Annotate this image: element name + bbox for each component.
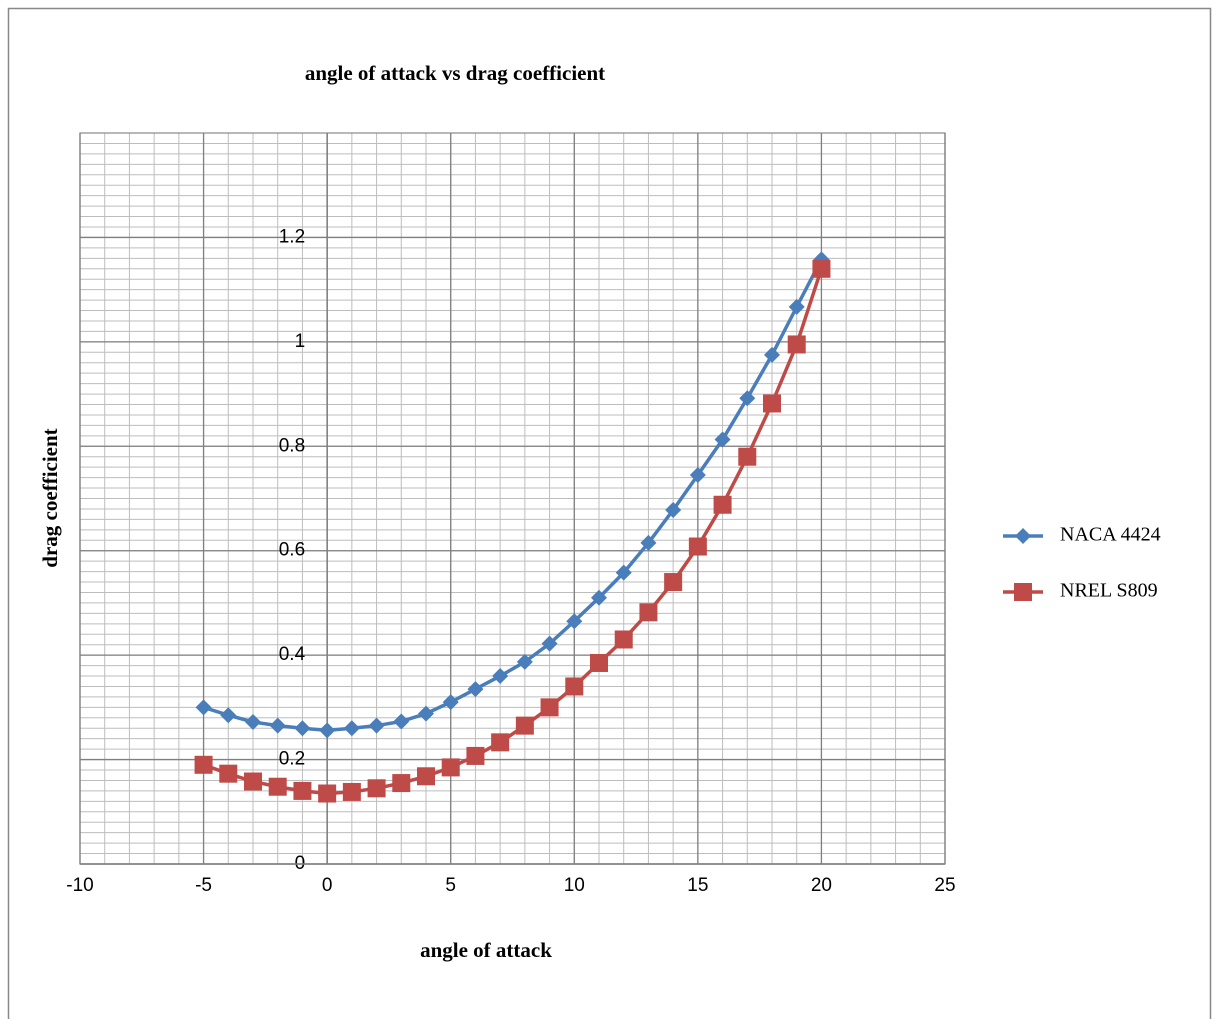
marker <box>615 630 633 648</box>
x-tick-label: -10 <box>66 875 93 896</box>
marker <box>467 681 483 697</box>
marker <box>739 390 755 406</box>
marker <box>195 756 213 774</box>
marker <box>590 654 608 672</box>
marker <box>244 773 262 791</box>
marker <box>219 765 237 783</box>
y-tick-label: 0.2 <box>279 749 305 770</box>
marker <box>491 733 509 751</box>
chart-border <box>9 9 1211 1019</box>
marker <box>639 603 657 621</box>
marker <box>220 707 236 723</box>
marker <box>442 758 460 776</box>
marker <box>714 496 732 514</box>
y-tick-label: 1 <box>295 331 306 352</box>
y-tick-label: 0.4 <box>279 644 306 665</box>
marker <box>664 573 682 591</box>
x-tick-label: 15 <box>687 875 708 896</box>
x-axis-title: angle of attack <box>420 938 552 962</box>
y-tick-label: 0.6 <box>279 540 305 561</box>
x-tick-label: 10 <box>564 875 585 896</box>
marker <box>516 717 534 735</box>
legend-item: NACA 4424 <box>1003 524 1161 546</box>
marker <box>417 767 435 785</box>
marker <box>689 538 707 556</box>
x-tick-label: 25 <box>934 875 955 896</box>
marker <box>466 747 484 765</box>
marker <box>812 260 830 278</box>
marker <box>1015 528 1031 544</box>
marker <box>294 720 310 736</box>
marker <box>318 785 336 803</box>
y-tick-label: 0.8 <box>279 435 305 456</box>
marker <box>1014 583 1032 601</box>
legend-label: NREL S809 <box>1060 580 1158 602</box>
marker <box>344 720 360 736</box>
grid <box>80 133 945 864</box>
chart-title: angle of attack vs drag coefficient <box>305 61 605 85</box>
y-tick-label: 1.2 <box>279 226 305 247</box>
marker <box>343 783 361 801</box>
marker <box>270 718 286 734</box>
marker <box>269 778 287 796</box>
marker <box>369 718 385 734</box>
marker <box>392 774 410 792</box>
y-axis-title: drag coefficient <box>38 428 62 567</box>
marker <box>319 722 335 738</box>
legend-item: NREL S809 <box>1003 580 1158 602</box>
series <box>195 260 831 803</box>
marker <box>541 698 559 716</box>
marker <box>738 448 756 466</box>
marker <box>789 299 805 315</box>
marker <box>368 779 386 797</box>
x-tick-label: 5 <box>445 875 456 896</box>
marker <box>418 706 434 722</box>
marker <box>565 677 583 695</box>
x-tick-label: 20 <box>811 875 832 896</box>
x-tick-label: 0 <box>322 875 333 896</box>
marker <box>788 335 806 353</box>
marker <box>763 394 781 412</box>
marker <box>245 714 261 730</box>
legend-label: NACA 4424 <box>1060 524 1161 546</box>
marker <box>764 347 780 363</box>
marker <box>393 713 409 729</box>
x-tick-label: -5 <box>195 875 212 896</box>
marker <box>196 699 212 715</box>
marker <box>293 782 311 800</box>
chart: angle of attack vs drag coefficient angl… <box>0 0 1219 1019</box>
marker <box>492 668 508 684</box>
